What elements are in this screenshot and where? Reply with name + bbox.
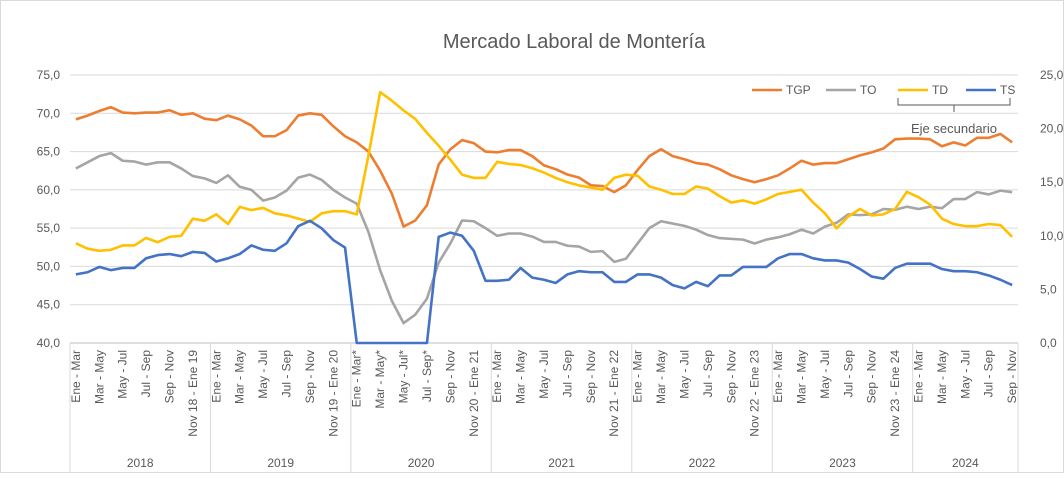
y-tick-label: 70,0	[37, 106, 61, 120]
legend-label: TS	[1000, 83, 1015, 97]
x-tick-label: Sep - Nov	[865, 350, 879, 403]
x-group-label: 2018	[127, 456, 154, 470]
x-tick-label: Nov 19 - Ene 20	[326, 350, 340, 437]
x-tick-label: Mar - May	[935, 350, 949, 404]
x-group-label: 2019	[267, 456, 294, 470]
series-line	[75, 105, 1013, 228]
x-tick-label: May - Jul	[958, 350, 972, 399]
y-tick-label: 60,0	[37, 183, 61, 197]
legend-label: TGP	[786, 83, 811, 97]
x-tick-label: May - Jul	[537, 350, 551, 399]
x-tick-label: Jul - Sep	[982, 350, 996, 398]
x-tick-label: May - Jul	[677, 350, 691, 399]
x-tick-label: Jul - Sep	[560, 350, 574, 398]
x-tick-label: Jul - Sep	[701, 350, 715, 398]
x-tick-label: Mar - May	[794, 350, 808, 404]
x-tick-label: Ene - Mar	[69, 350, 83, 403]
x-tick-label: Ene - Mar*	[350, 350, 364, 408]
y-tick-label: 55,0	[37, 221, 61, 235]
y2-tick-label: 0,0	[1040, 336, 1057, 350]
x-tick-label: Sep - Nov	[303, 350, 317, 403]
x-tick-label: May - Jul	[256, 350, 270, 399]
y2-tick-label: 25,0	[1040, 68, 1064, 82]
series-line	[75, 90, 1014, 253]
x-tick-label: Nov 20 - Ene 21	[467, 350, 481, 437]
x-tick-label: Ene - Mar	[209, 350, 223, 403]
legend-label: TO	[860, 83, 876, 97]
legend-label: TD	[932, 83, 948, 97]
x-tick-label: May - Jul*	[397, 350, 411, 404]
y-tick-label: 65,0	[37, 145, 61, 159]
x-tick-label: Nov 21 - Ene 22	[607, 350, 621, 437]
x-tick-label: May - Jul	[116, 350, 130, 399]
series-line	[75, 151, 1013, 325]
x-group-label: 2023	[829, 456, 856, 470]
x-group-label: 2022	[689, 456, 716, 470]
x-tick-label: Nov 18 - Ene 19	[186, 350, 200, 437]
x-tick-label: Ene - Mar	[771, 350, 785, 403]
x-tick-label: Nov 23 - Ene 24	[888, 350, 902, 437]
x-tick-label: Sep - Nov	[443, 350, 457, 403]
x-tick-label: Mar - May	[233, 350, 247, 404]
x-tick-label: Mar - May	[92, 350, 106, 404]
x-group-label: 2024	[952, 456, 979, 470]
y2-tick-label: 15,0	[1040, 175, 1064, 189]
x-tick-label: Ene - Mar	[631, 350, 645, 403]
y2-tick-label: 10,0	[1040, 229, 1064, 243]
x-group-label: 2020	[408, 456, 435, 470]
x-tick-label: Sep - Nov	[162, 350, 176, 403]
series-line	[75, 219, 1013, 345]
y2-tick-label: 5,0	[1040, 282, 1057, 296]
x-tick-label: Sep - Nov	[1005, 350, 1019, 403]
y-tick-label: 40,0	[37, 336, 61, 350]
x-tick-label: Sep - Nov	[584, 350, 598, 403]
y2-tick-label: 20,0	[1040, 122, 1064, 136]
x-tick-label: Jul - Sep	[139, 350, 153, 398]
x-tick-label: Jul - Sep	[280, 350, 294, 398]
chart-title: Mercado Laboral de Montería	[443, 31, 706, 53]
x-group-label: 2021	[548, 456, 575, 470]
y-tick-label: 45,0	[37, 298, 61, 312]
y-tick-label: 50,0	[37, 259, 61, 273]
x-tick-label: Sep - Nov	[724, 350, 738, 403]
y-tick-label: 75,0	[37, 68, 61, 82]
secondary-bracket	[897, 98, 1011, 112]
x-tick-label: Ene - Mar	[912, 350, 926, 403]
x-tick-label: Ene - Mar	[490, 350, 504, 403]
x-tick-label: Jul - Sep*	[420, 350, 434, 402]
x-tick-label: Jul - Sep	[841, 350, 855, 398]
x-tick-label: Mar - May	[514, 350, 528, 404]
annotation: Eje secundario	[911, 121, 997, 136]
x-tick-label: Mar - May*	[373, 350, 387, 409]
x-tick-label: May - Jul	[818, 350, 832, 399]
x-tick-label: Mar - May	[654, 350, 668, 404]
x-tick-label: Nov 22 - Ene 23	[748, 350, 762, 437]
